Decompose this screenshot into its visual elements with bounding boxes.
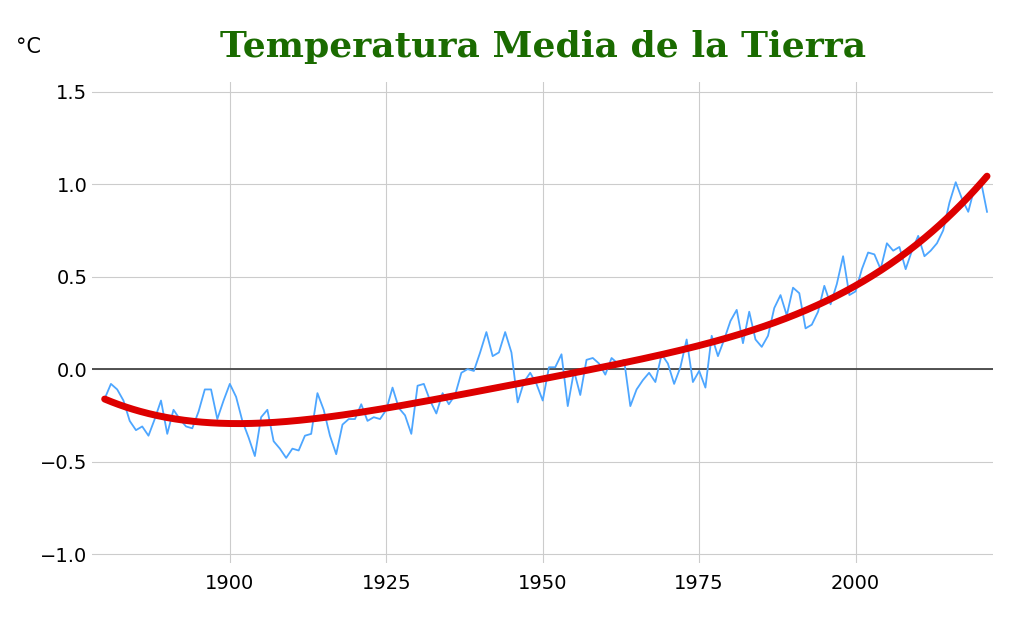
Text: °C: °C — [15, 37, 41, 58]
Title: Temperatura Media de la Tierra: Temperatura Media de la Tierra — [220, 30, 865, 65]
